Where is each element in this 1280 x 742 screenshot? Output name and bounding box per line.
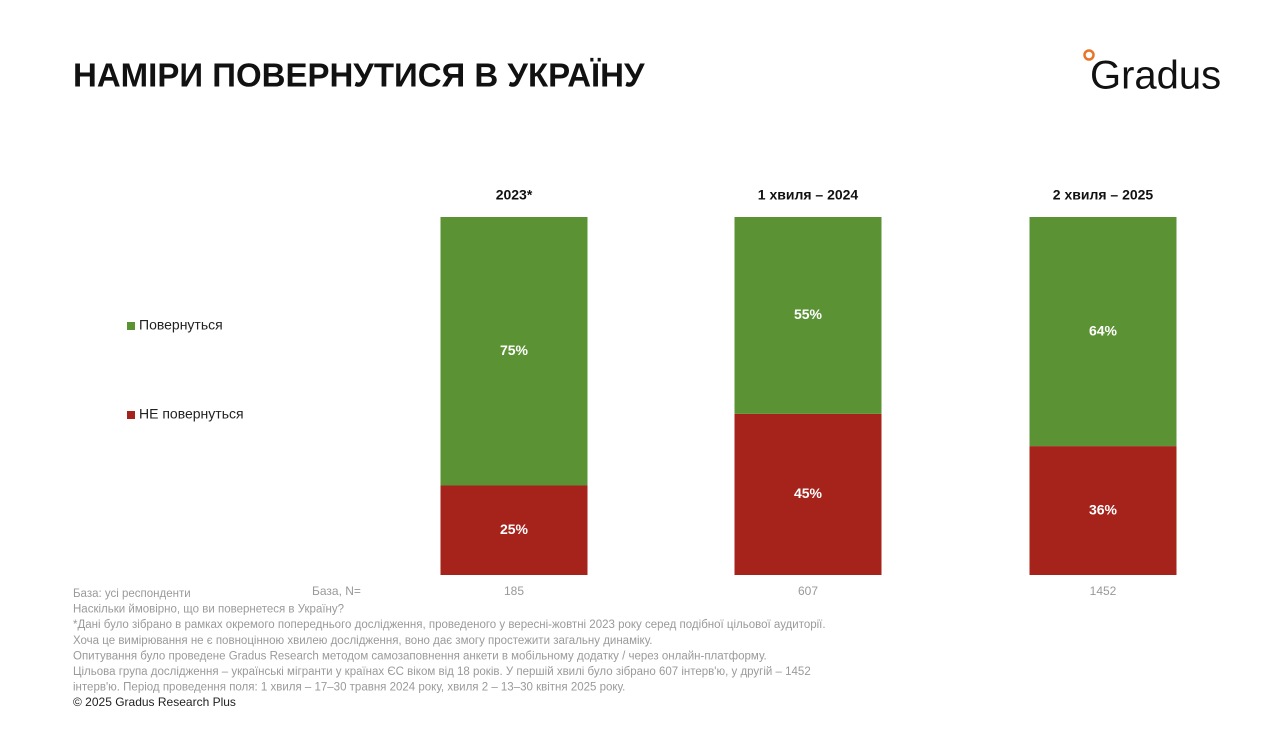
- footnote: Наскільки ймовірно, що ви повернетеся в …: [73, 604, 344, 616]
- bar-segment: [440, 217, 588, 486]
- footnote: *Дані було зібрано в рамках окремого поп…: [73, 619, 826, 631]
- base-label: База, N=: [312, 584, 361, 598]
- value-label: 55%: [794, 306, 823, 322]
- footnote: інтерв'ю. Період проведення поля: 1 хвил…: [73, 682, 625, 694]
- slide-title: НАМІРИ ПОВЕРНУТИСЯ В УКРАЇНУ: [73, 57, 645, 94]
- legend-swatch: [127, 322, 135, 330]
- base-n: 185: [504, 584, 524, 598]
- footnote: Опитування було проведене Gradus Researc…: [73, 650, 767, 662]
- bar-segment: [440, 485, 588, 575]
- category-label: 1 хвиля – 2024: [758, 187, 859, 203]
- logo: Gradus: [1090, 54, 1221, 98]
- legend-swatch: [127, 411, 135, 419]
- bar-segment: [734, 413, 882, 575]
- value-label: 64%: [1089, 322, 1118, 338]
- bar-segment: [1029, 217, 1177, 447]
- legend-label: Повернуться: [139, 317, 223, 333]
- value-label: 45%: [794, 485, 823, 501]
- copyright: © 2025 Gradus Research Plus: [73, 695, 236, 709]
- category-label: 2023*: [496, 187, 533, 203]
- value-label: 25%: [500, 521, 529, 537]
- bar-segment: [734, 217, 882, 414]
- legend-label: НЕ повернуться: [139, 406, 244, 422]
- category-label: 2 хвиля – 2025: [1053, 187, 1154, 203]
- footnote: База: усі респонденти: [73, 588, 191, 600]
- base-n: 1452: [1090, 584, 1117, 598]
- value-label: 75%: [500, 342, 529, 358]
- logo-dot: [1083, 49, 1095, 61]
- footnote: Цільова група дослідження – українські м…: [73, 666, 811, 678]
- bar-segment: [1029, 446, 1177, 575]
- footnote: Хоча це вимірювання не є повноцінною хви…: [73, 635, 653, 647]
- value-label: 36%: [1089, 501, 1118, 517]
- base-n: 607: [798, 584, 818, 598]
